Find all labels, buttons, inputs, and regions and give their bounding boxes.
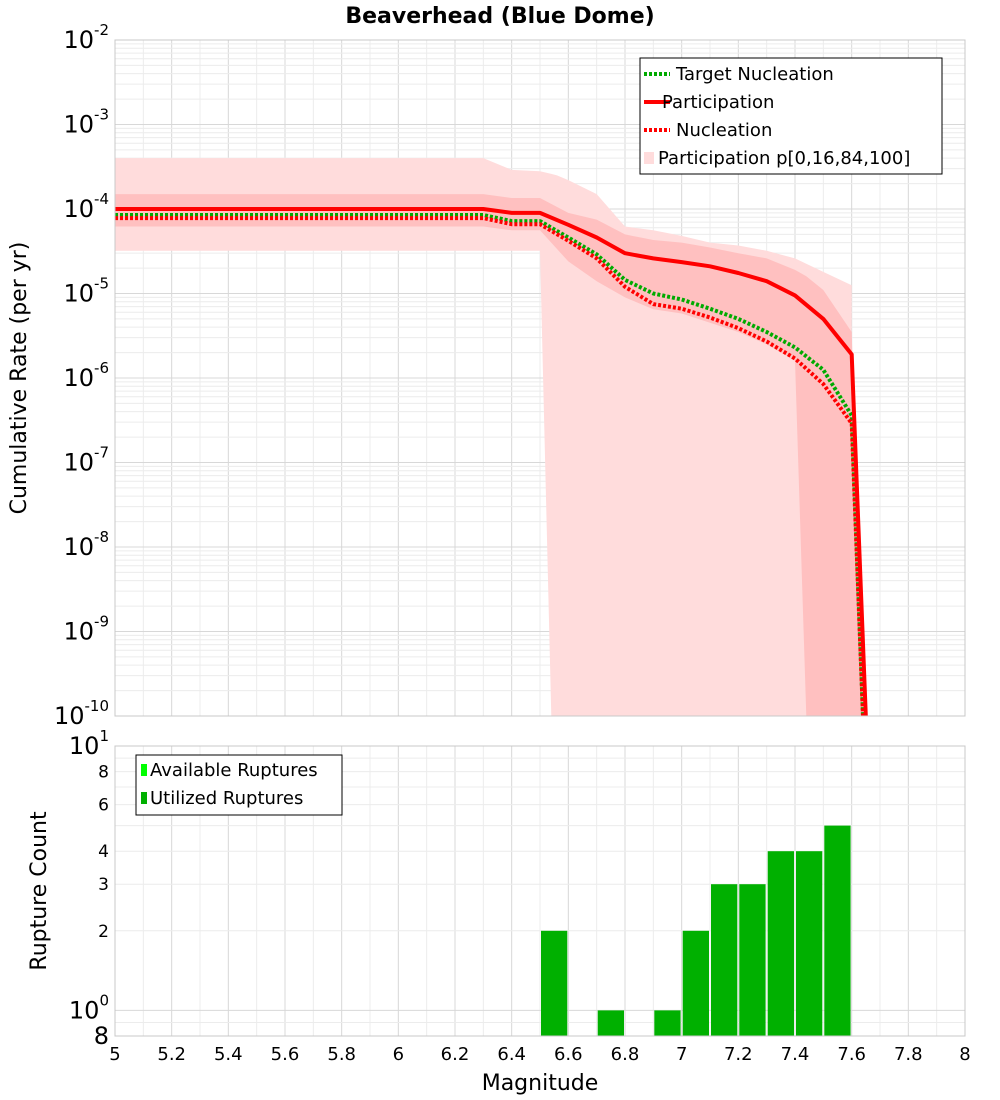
utilized-ruptures-bar xyxy=(541,930,568,1036)
top-y-tick-label: 10-5 xyxy=(63,275,109,308)
utilized-ruptures-bar xyxy=(711,884,738,1036)
top-y-tick-label: 10-4 xyxy=(63,190,109,223)
legend-label: Target Nucleation xyxy=(675,64,834,85)
utilized-ruptures-bar xyxy=(597,1010,624,1036)
x-tick-label: 7.8 xyxy=(894,1044,923,1065)
top-legend: Target Nucleation Participation Nucleation… xyxy=(639,57,943,175)
top-y-tick-label: 10-3 xyxy=(63,106,109,139)
top-y-tick-label: 10-7 xyxy=(63,444,109,477)
utilized-ruptures-bar xyxy=(682,930,709,1036)
utilized-ruptures-bar xyxy=(739,884,766,1036)
x-tick-label: 5.2 xyxy=(157,1044,186,1065)
bottom-plot-frame xyxy=(114,745,966,1037)
legend-label: Nucleation xyxy=(676,120,772,141)
x-tick-label: 6.2 xyxy=(441,1044,470,1065)
utilized-ruptures-bar xyxy=(796,851,823,1036)
bottom-y-tick-label: 8 xyxy=(94,1022,109,1050)
x-tick-label: 7.2 xyxy=(724,1044,753,1065)
bottom-y-tick-label: 2 xyxy=(98,922,109,942)
x-axis-label: Magnitude xyxy=(482,1071,599,1096)
legend-swatch xyxy=(141,792,147,804)
chart-title: Beaverhead (Blue Dome) xyxy=(345,4,654,29)
x-tick-label: 7 xyxy=(676,1044,687,1065)
top-plot-area xyxy=(115,158,868,716)
top-plot-frame xyxy=(114,39,966,717)
utilized-ruptures-bar xyxy=(654,1010,681,1036)
x-tick-label: 5.6 xyxy=(271,1044,300,1065)
utilized-ruptures-bar xyxy=(767,851,794,1036)
legend-label: Available Ruptures xyxy=(150,760,318,781)
top-y-tick-label: 10-10 xyxy=(54,697,109,730)
x-tick-label: 6 xyxy=(393,1044,404,1065)
bottom-y-tick-label: 4 xyxy=(98,842,109,862)
x-tick-label: 7.6 xyxy=(837,1044,866,1065)
bottom-y-tick-label: 100 xyxy=(69,991,109,1024)
utilized-ruptures-bar xyxy=(824,825,851,1036)
legend-label: Participation xyxy=(662,92,774,113)
x-tick-label: 5.4 xyxy=(214,1044,243,1065)
x-tick-label: 5.8 xyxy=(327,1044,356,1065)
legend-label: Utilized Ruptures xyxy=(150,788,303,809)
bottom-y-axis-label: Rupture Count xyxy=(27,811,52,971)
top-y-tick-label: 10-6 xyxy=(63,359,109,392)
bottom-legend: Available Ruptures Utilized Ruptures xyxy=(135,754,343,816)
bottom-y-tick-label: 6 xyxy=(98,796,109,816)
top-legend-box xyxy=(639,57,943,175)
nucleation-line xyxy=(115,216,865,716)
legend-label: Participation p[0,16,84,100] xyxy=(658,148,910,169)
bottom-y-tick-label: 8 xyxy=(98,763,109,783)
x-tick-label: 6.4 xyxy=(497,1044,526,1065)
top-y-tick-label: 10-8 xyxy=(63,528,109,561)
top-y-tick-label: 10-2 xyxy=(63,21,109,54)
legend-swatch xyxy=(644,152,654,164)
bottom-legend-box xyxy=(135,754,343,816)
top-y-axis-label: Cumulative Rate (per yr) xyxy=(7,242,32,515)
x-tick-label: 8 xyxy=(959,1044,970,1065)
x-tick-label: 7.4 xyxy=(781,1044,810,1065)
participation-line xyxy=(115,207,868,716)
x-tick-label: 6.6 xyxy=(554,1044,583,1065)
bottom-y-tick-label: 3 xyxy=(98,875,109,895)
top-y-tick-label: 10-9 xyxy=(63,613,109,646)
x-tick-label: 5 xyxy=(109,1044,120,1065)
x-tick-label: 6.8 xyxy=(611,1044,640,1065)
legend-swatch xyxy=(141,764,147,776)
bottom-y-tick-label: 101 xyxy=(69,727,109,760)
target-nucleation-line xyxy=(115,213,865,716)
